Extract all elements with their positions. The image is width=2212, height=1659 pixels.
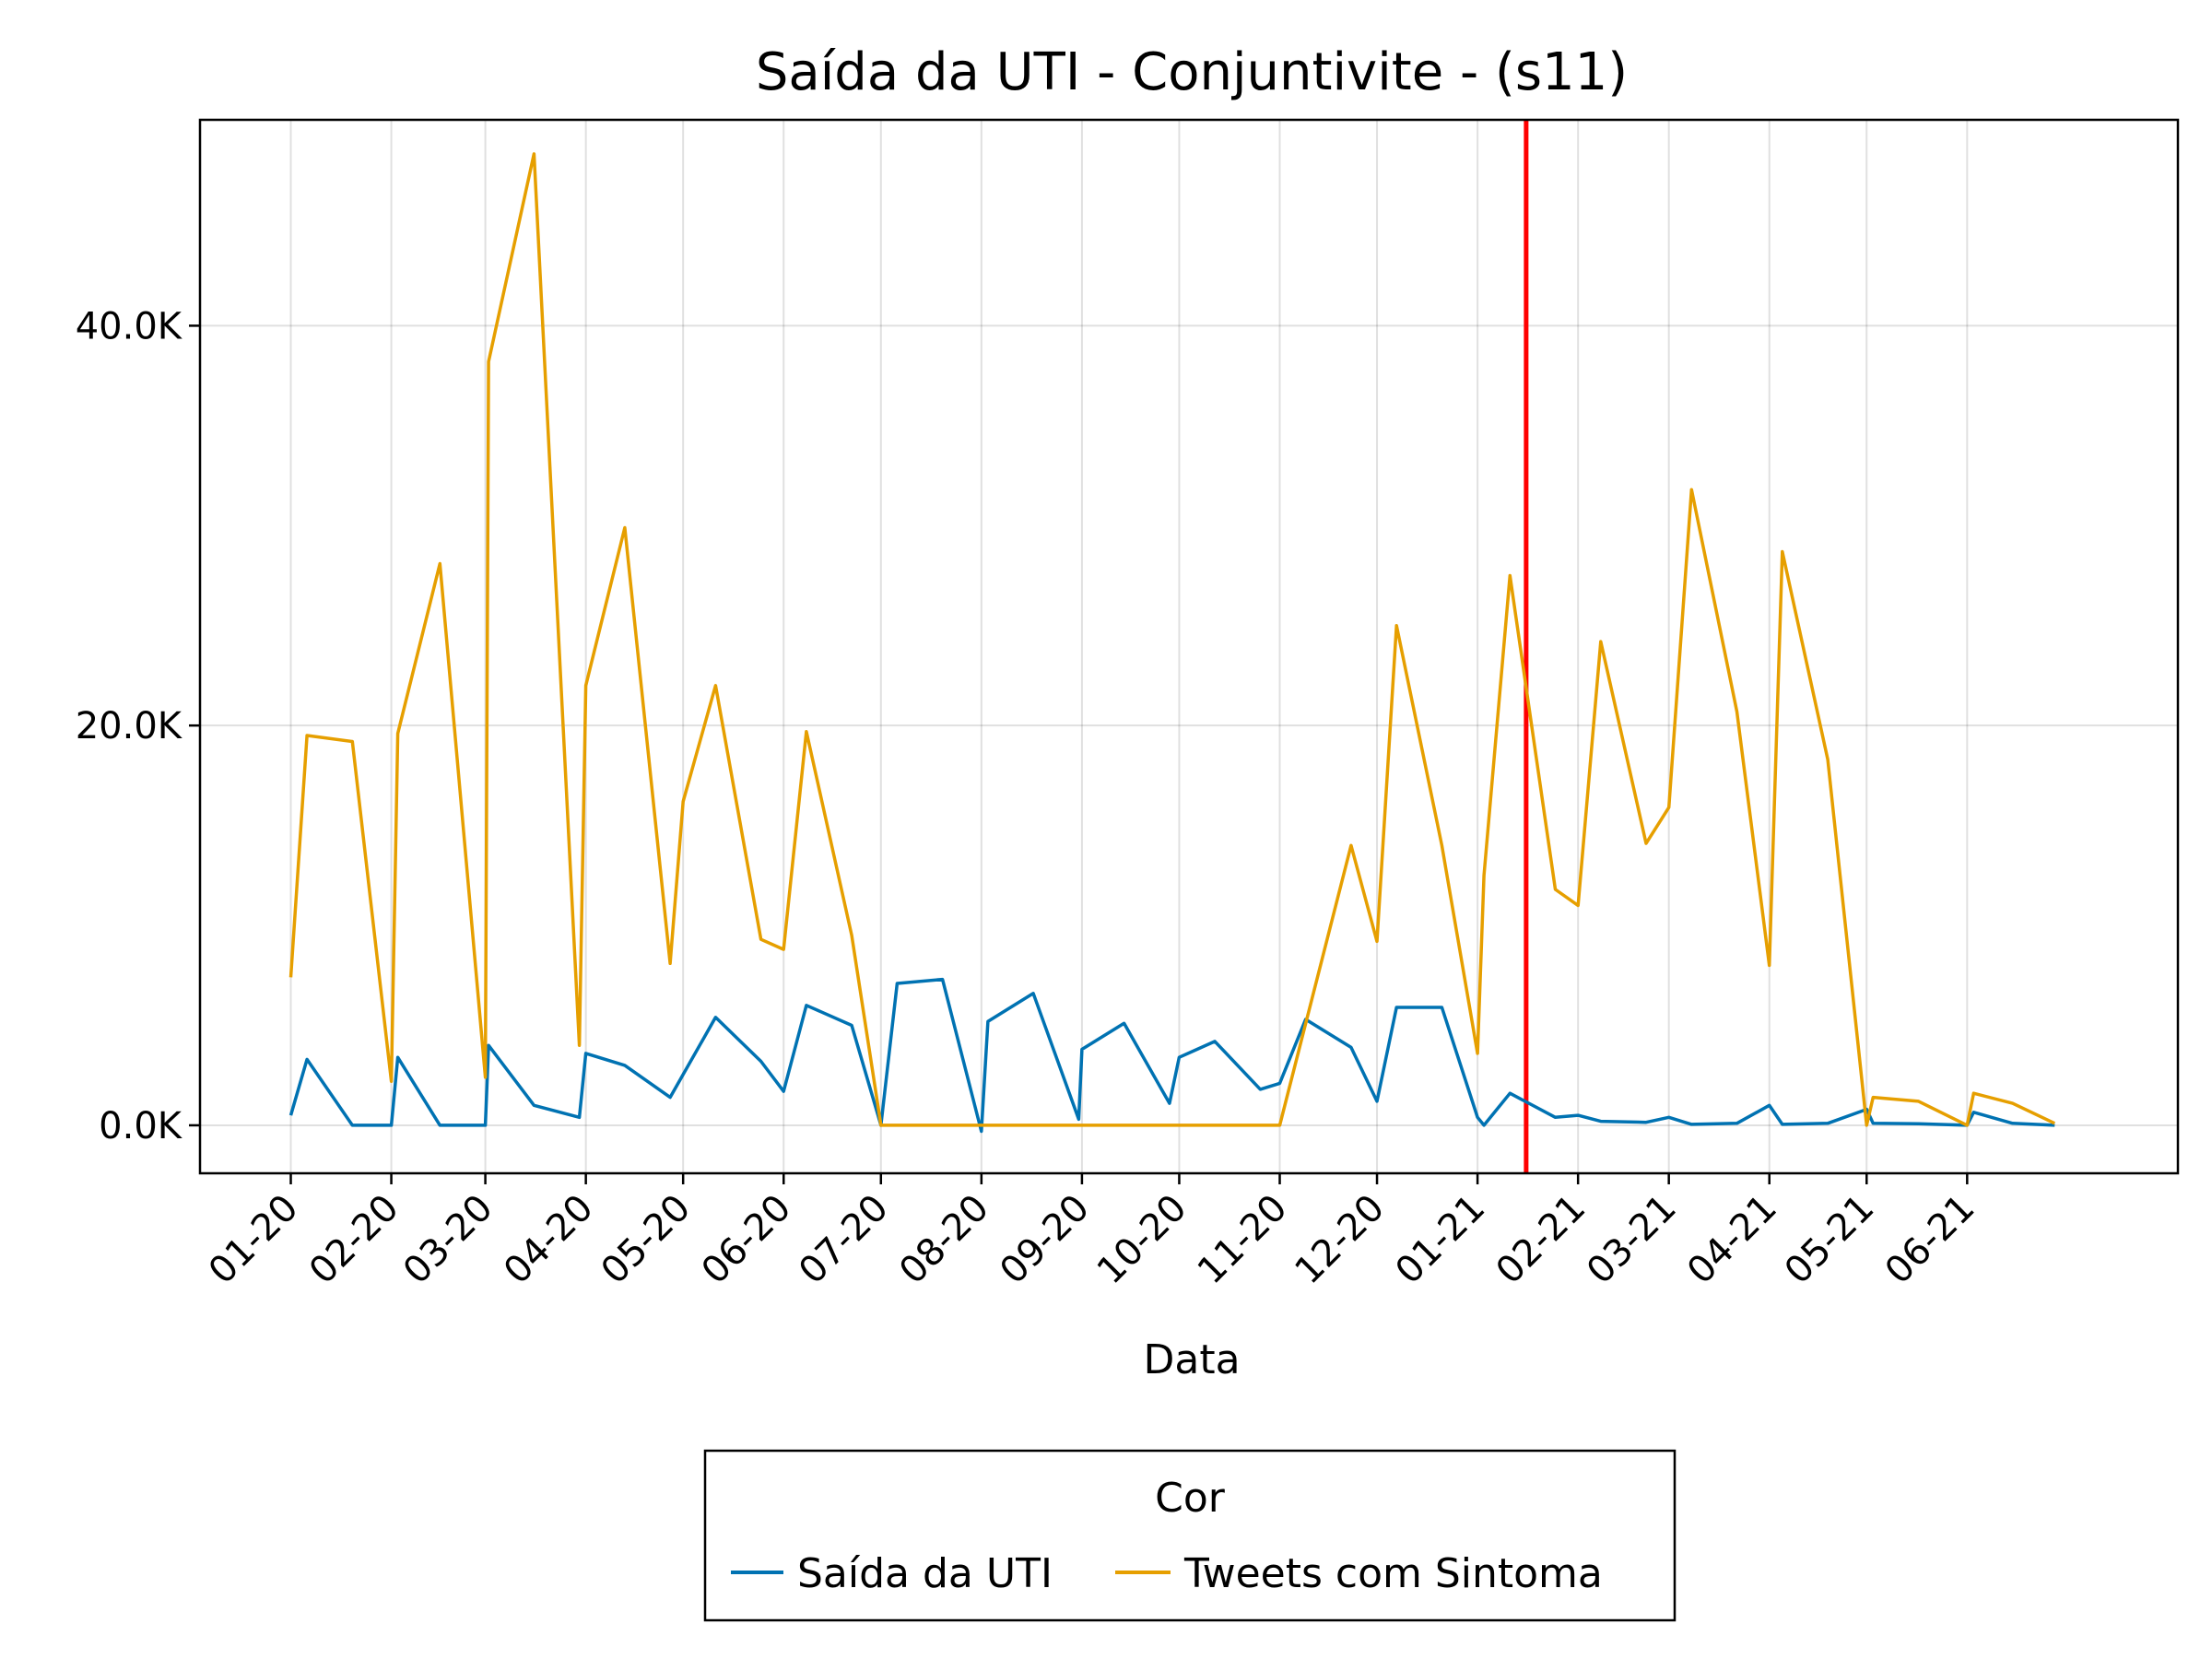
- x-tick-label: 03-20: [395, 1187, 501, 1293]
- chart-title: Saída da UTI - Conjuntivite - (s11): [756, 42, 1628, 102]
- y-axis: 0.0K 20.0K 40.0K: [76, 305, 200, 1147]
- x-tick-label: 05-21: [1777, 1187, 1883, 1293]
- y-tick-label: 40.0K: [76, 305, 183, 347]
- grid: [200, 120, 2178, 1173]
- x-tick-label: 02-20: [301, 1187, 407, 1293]
- y-tick-label: 0.0K: [99, 1105, 183, 1147]
- series-line-tweets-com-sintoma: [288, 152, 2056, 1127]
- legend-box: [703, 1449, 1677, 1622]
- x-tick-label: 04-21: [1679, 1187, 1785, 1293]
- x-tick-label: 03-21: [1579, 1187, 1685, 1293]
- x-tick-label: 10-20: [1089, 1187, 1195, 1293]
- legend: Cor Saída da UTI Tweets com Sintoma: [703, 1449, 1677, 1622]
- series-layer: [288, 152, 2056, 1134]
- x-tick-label: 09-20: [992, 1187, 1098, 1293]
- x-tick-label: 01-21: [1387, 1187, 1493, 1293]
- x-tick-label: 12-20: [1287, 1187, 1393, 1293]
- y-tick-label: 20.0K: [76, 705, 183, 747]
- x-tick-label: 05-20: [594, 1187, 700, 1293]
- x-tick-label: 06-21: [1877, 1187, 1983, 1293]
- x-tick-label: 08-20: [891, 1187, 997, 1293]
- x-tick-label: 06-20: [694, 1187, 800, 1293]
- x-tick-label: 01-20: [201, 1187, 307, 1293]
- x-tick-label: 07-20: [791, 1187, 897, 1293]
- x-tick-label: 02-21: [1488, 1187, 1594, 1293]
- x-axis-label: Data: [1143, 1336, 1240, 1383]
- series-line-saida-da-uti: [288, 977, 2055, 1134]
- plot-frame: [198, 118, 2180, 1175]
- legend-label-tweets-com-sintoma: Tweets com Sintoma: [1183, 1550, 1603, 1597]
- legend-label-saida-da-uti: Saída da UTI: [797, 1550, 1053, 1597]
- x-tick-label: 04-20: [496, 1187, 602, 1293]
- x-tick-label: 11-20: [1190, 1187, 1296, 1293]
- legend-title: Cor: [1155, 1475, 1226, 1522]
- x-axis: 01-2002-2003-2004-2005-2006-2007-2008-20…: [201, 1173, 1983, 1292]
